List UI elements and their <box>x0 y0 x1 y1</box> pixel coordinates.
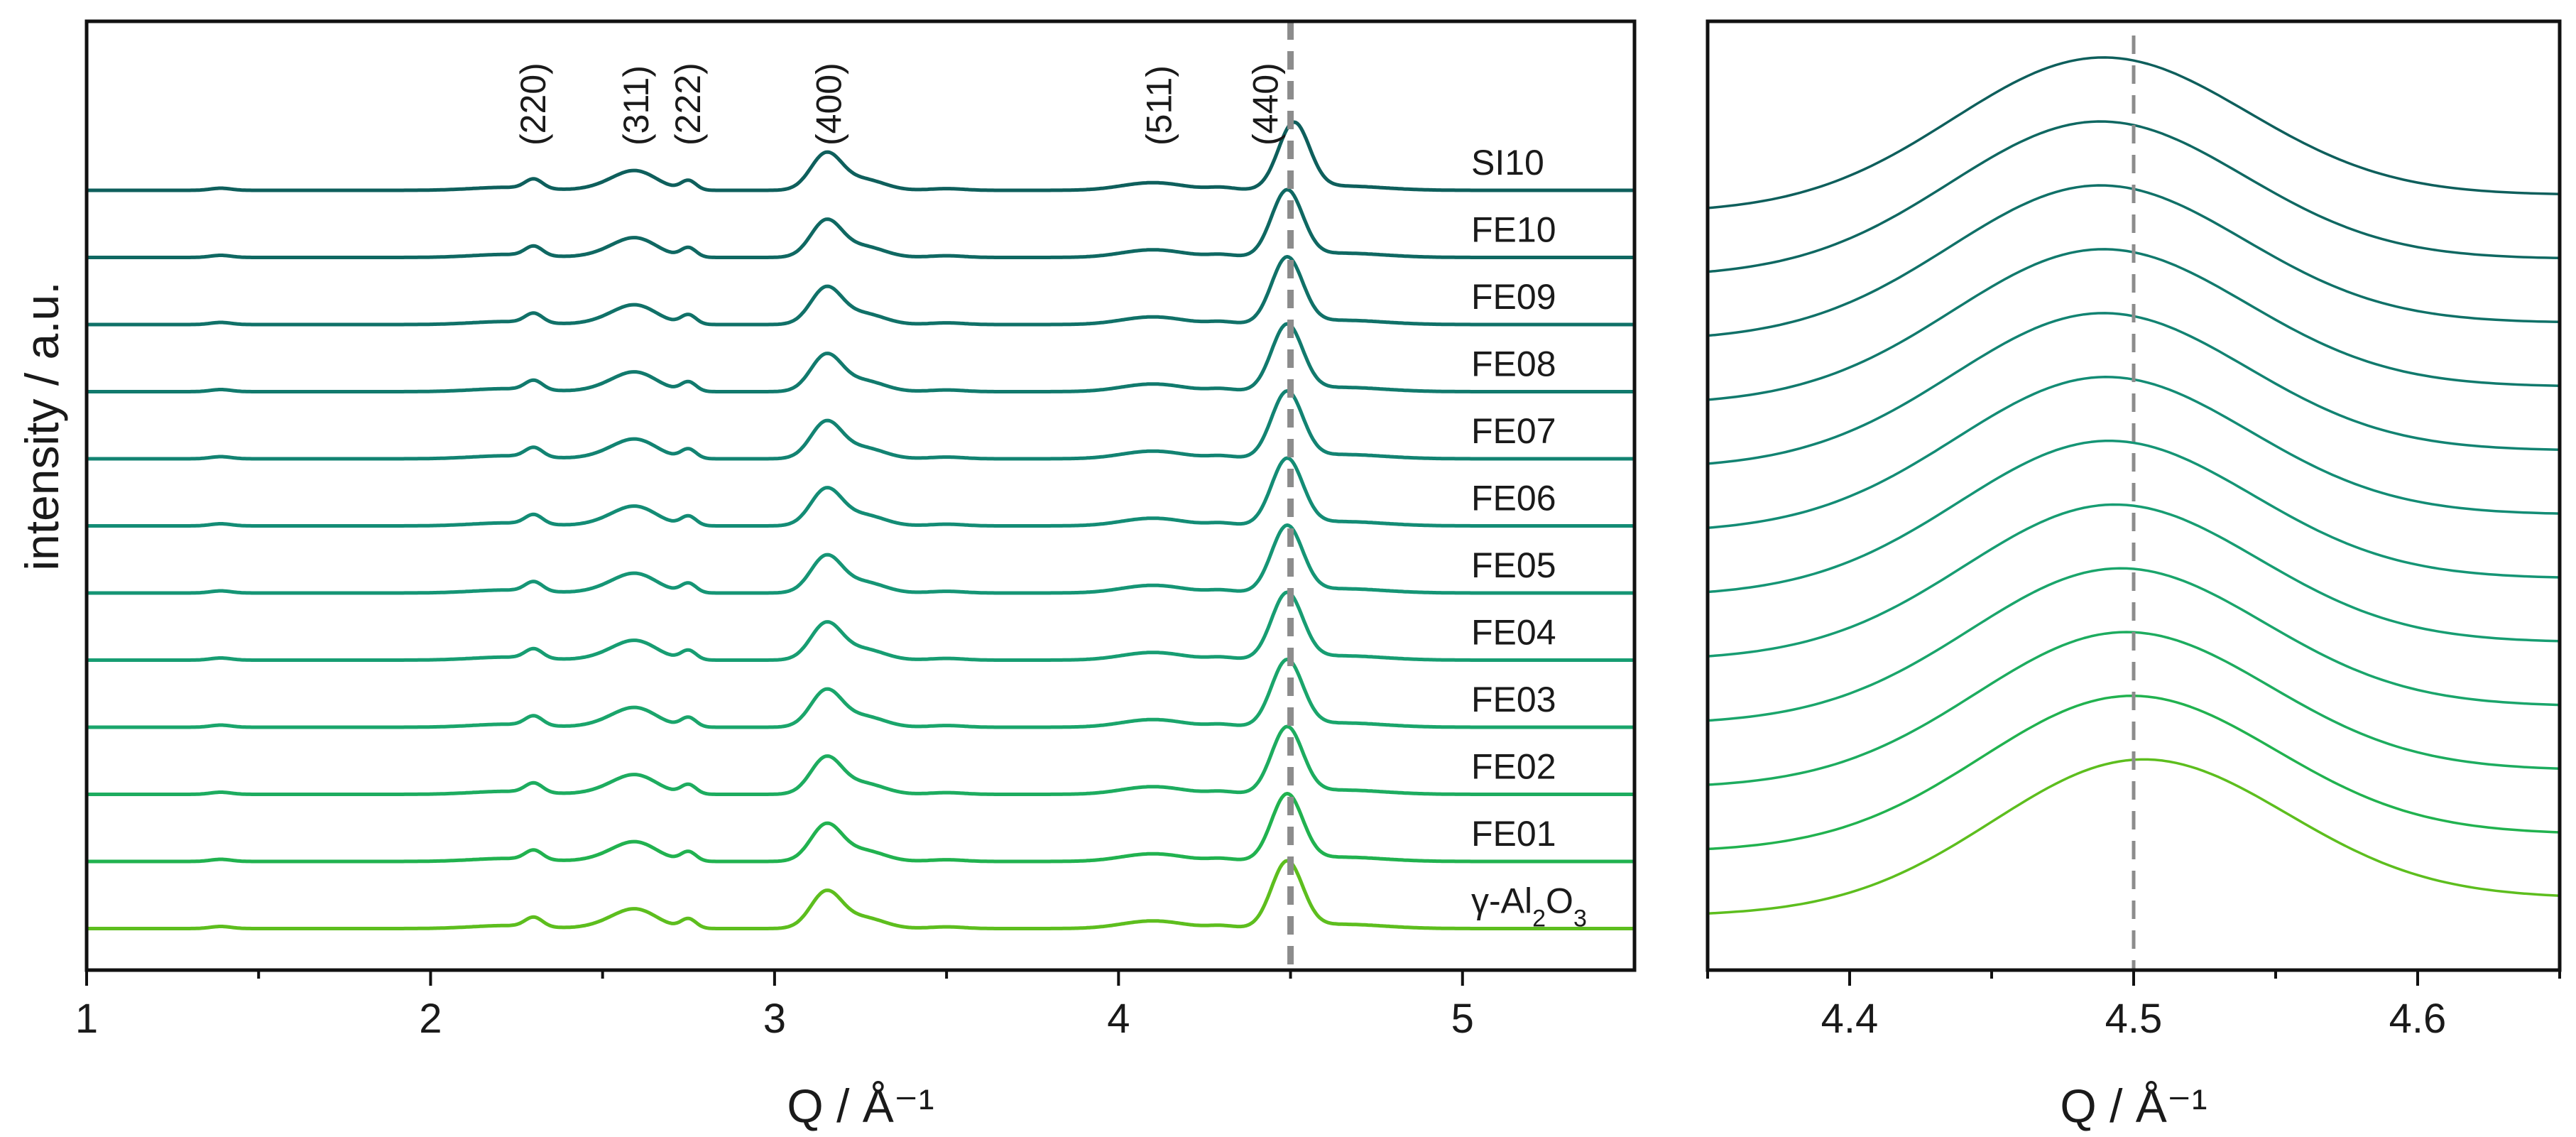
peak-label: (440) <box>1246 62 1286 146</box>
left-curve-FE03 <box>84 658 1637 729</box>
left-curve-FE05 <box>84 523 1637 595</box>
left-curve-FE07 <box>84 389 1637 461</box>
left-x-ticks: 1 2 3 4 5 <box>75 970 1474 1042</box>
left-plot-frame <box>84 19 1637 972</box>
left-curve-SI10 <box>84 120 1637 192</box>
peak-annotations: (220) (311) (222) (400) (511) (440) <box>513 62 1286 146</box>
sample-label: SI10 <box>1471 143 1544 183</box>
peak-label: (400) <box>809 62 848 146</box>
left-tick-label: 2 <box>419 996 442 1042</box>
left-curve-FE08 <box>84 322 1637 393</box>
left-x-axis-title: Q / Å⁻¹ <box>787 1079 934 1132</box>
right-panel: 4.4 4.5 4.6 Q / Å⁻¹ <box>1705 19 2562 1132</box>
peak-label: (222) <box>668 62 708 146</box>
sample-label: FE04 <box>1471 613 1556 653</box>
sample-label: FE03 <box>1471 680 1556 719</box>
left-curves <box>84 120 1637 930</box>
peak-label: (311) <box>616 65 656 146</box>
sample-labels: SI10 FE10 FE09 FE08 FE07 FE06 FE05 FE04 FE03 FE02… <box>1471 143 1587 932</box>
left-tick-label: 3 <box>763 996 786 1042</box>
sample-label: γ-Al2O3 <box>1471 881 1587 932</box>
right-tick-label: 4.4 <box>1821 996 1879 1042</box>
left-tick-label: 1 <box>75 996 98 1042</box>
peak-label: (511) <box>1139 65 1179 146</box>
sample-label: FE06 <box>1471 479 1556 518</box>
sample-label: FE08 <box>1471 344 1556 384</box>
sample-label: FE01 <box>1471 814 1556 854</box>
sample-label: FE02 <box>1471 747 1556 787</box>
right-curve-FE04 <box>1706 503 2561 658</box>
right-tick-label: 4.5 <box>2105 996 2163 1042</box>
sample-label: FE09 <box>1471 277 1556 317</box>
right-x-ticks: 4.4 4.5 4.6 <box>1706 970 2561 1042</box>
left-tick-label: 4 <box>1107 996 1130 1042</box>
peak-label: (220) <box>513 62 553 146</box>
left-curve-FE01 <box>84 792 1637 864</box>
sample-label: FE05 <box>1471 545 1556 585</box>
left-y-axis-title: intensity / a.u. <box>16 281 68 570</box>
right-x-axis-title: Q / Å⁻¹ <box>2060 1079 2207 1132</box>
left-curve-γ-Al2O3 <box>84 859 1637 930</box>
left-curve-FE04 <box>84 590 1637 662</box>
left-curve-FE06 <box>84 456 1637 528</box>
sample-label: FE07 <box>1471 411 1556 451</box>
left-tick-label: 5 <box>1451 996 1474 1042</box>
left-curve-FE09 <box>84 255 1637 327</box>
right-curve-SI10 <box>1706 56 2561 210</box>
right-curve-FE03 <box>1706 567 2561 722</box>
right-curve-FE05 <box>1706 439 2561 594</box>
left-curve-FE10 <box>84 187 1637 259</box>
sample-label: FE10 <box>1471 210 1556 250</box>
right-tick-label: 4.6 <box>2389 996 2447 1042</box>
left-panel: 1 2 3 4 5 (220) (311) (222) (400) (511) (440) SI1… <box>16 19 1637 1132</box>
left-curve-FE02 <box>84 724 1637 796</box>
